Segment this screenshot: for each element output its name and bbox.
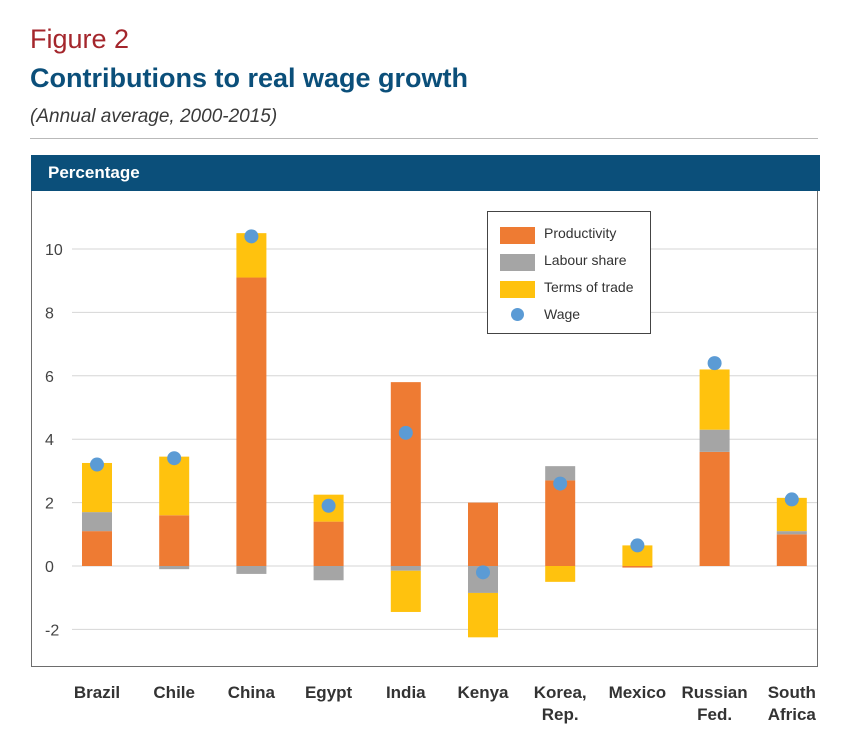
- figure-label: Figure 2: [30, 24, 130, 54]
- x-category-label: Chile: [153, 683, 195, 702]
- wage-marker: [553, 476, 568, 491]
- bar-terms-of-trade: [390, 570, 421, 612]
- wage-marker: [398, 425, 413, 440]
- legend-label-labour-share: Labour share: [544, 252, 627, 268]
- y-tick-label: 6: [45, 369, 54, 386]
- y-tick-label: 10: [45, 242, 63, 259]
- bar-productivity: [236, 277, 267, 566]
- wage-marker: [784, 492, 799, 507]
- bar-labour-share: [313, 566, 344, 581]
- x-category-label: Mexico: [608, 683, 667, 702]
- y-unit-label: Percentage: [48, 163, 140, 182]
- bar-productivity: [390, 382, 421, 566]
- bar-productivity: [622, 566, 653, 568]
- bar-terms-of-trade: [468, 592, 498, 638]
- legend-label-productivity: Productivity: [544, 225, 617, 241]
- wage-marker: [167, 451, 182, 466]
- plot-frame: [31, 191, 818, 667]
- x-category-label: Kenya: [457, 683, 509, 702]
- x-category-label: Brazil: [73, 683, 121, 702]
- x-category-label: South Africa: [767, 683, 816, 724]
- bar-terms-of-trade: [622, 545, 653, 566]
- y-tick-label: 0: [45, 559, 54, 576]
- legend-swatch-labour-share: [500, 254, 535, 271]
- bar-labour-share: [159, 566, 190, 570]
- y-tick-label: 8: [45, 305, 54, 322]
- y-tick-label: -2: [45, 622, 59, 639]
- bar-terms-of-trade: [699, 369, 730, 430]
- x-category-label: Egypt: [304, 683, 353, 702]
- title-rule: [30, 138, 818, 139]
- bar-productivity: [468, 502, 498, 566]
- bar-labour-share: [390, 566, 421, 571]
- bar-terms-of-trade: [545, 566, 576, 582]
- bar-labour-share: [699, 429, 730, 452]
- bar-productivity: [82, 531, 112, 566]
- legend-swatch-terms-of-trade: [500, 281, 535, 298]
- legend: Productivity Labour share Terms of trade…: [487, 211, 651, 334]
- wage-marker: [321, 498, 336, 513]
- legend-label-terms-of-trade: Terms of trade: [544, 279, 634, 295]
- x-category-label: Korea, Rep.: [533, 683, 587, 724]
- bar-terms-of-trade: [159, 456, 190, 516]
- legend-label-wage: Wage: [544, 306, 581, 322]
- bar-productivity: [545, 480, 576, 566]
- wage-marker: [476, 565, 490, 580]
- bar-productivity: [699, 451, 730, 566]
- x-category-label: China: [227, 683, 275, 702]
- wage-marker: [244, 229, 259, 244]
- bar-labour-share: [776, 531, 807, 535]
- wage-marker: [707, 356, 722, 371]
- chart-title: Contributions to real wage growth: [30, 63, 468, 93]
- bar-labour-share: [82, 512, 112, 532]
- y-tick-label: 2: [45, 496, 54, 513]
- x-category-label: India: [385, 683, 426, 702]
- wage-marker: [90, 457, 104, 472]
- bar-labour-share: [545, 466, 576, 481]
- chart-subtitle: (Annual average, 2000-2015): [30, 106, 278, 127]
- header-band: Percentage: [31, 155, 820, 191]
- bar-labour-share: [236, 566, 267, 574]
- legend-dot-wage: [511, 308, 524, 321]
- x-category-label: Russian Fed.: [681, 683, 748, 724]
- bar-productivity: [776, 534, 807, 566]
- legend-swatch-productivity: [500, 227, 535, 244]
- bar-productivity: [313, 521, 344, 566]
- bar-productivity: [159, 515, 190, 566]
- y-tick-label: 4: [45, 432, 54, 449]
- wage-marker: [630, 538, 645, 553]
